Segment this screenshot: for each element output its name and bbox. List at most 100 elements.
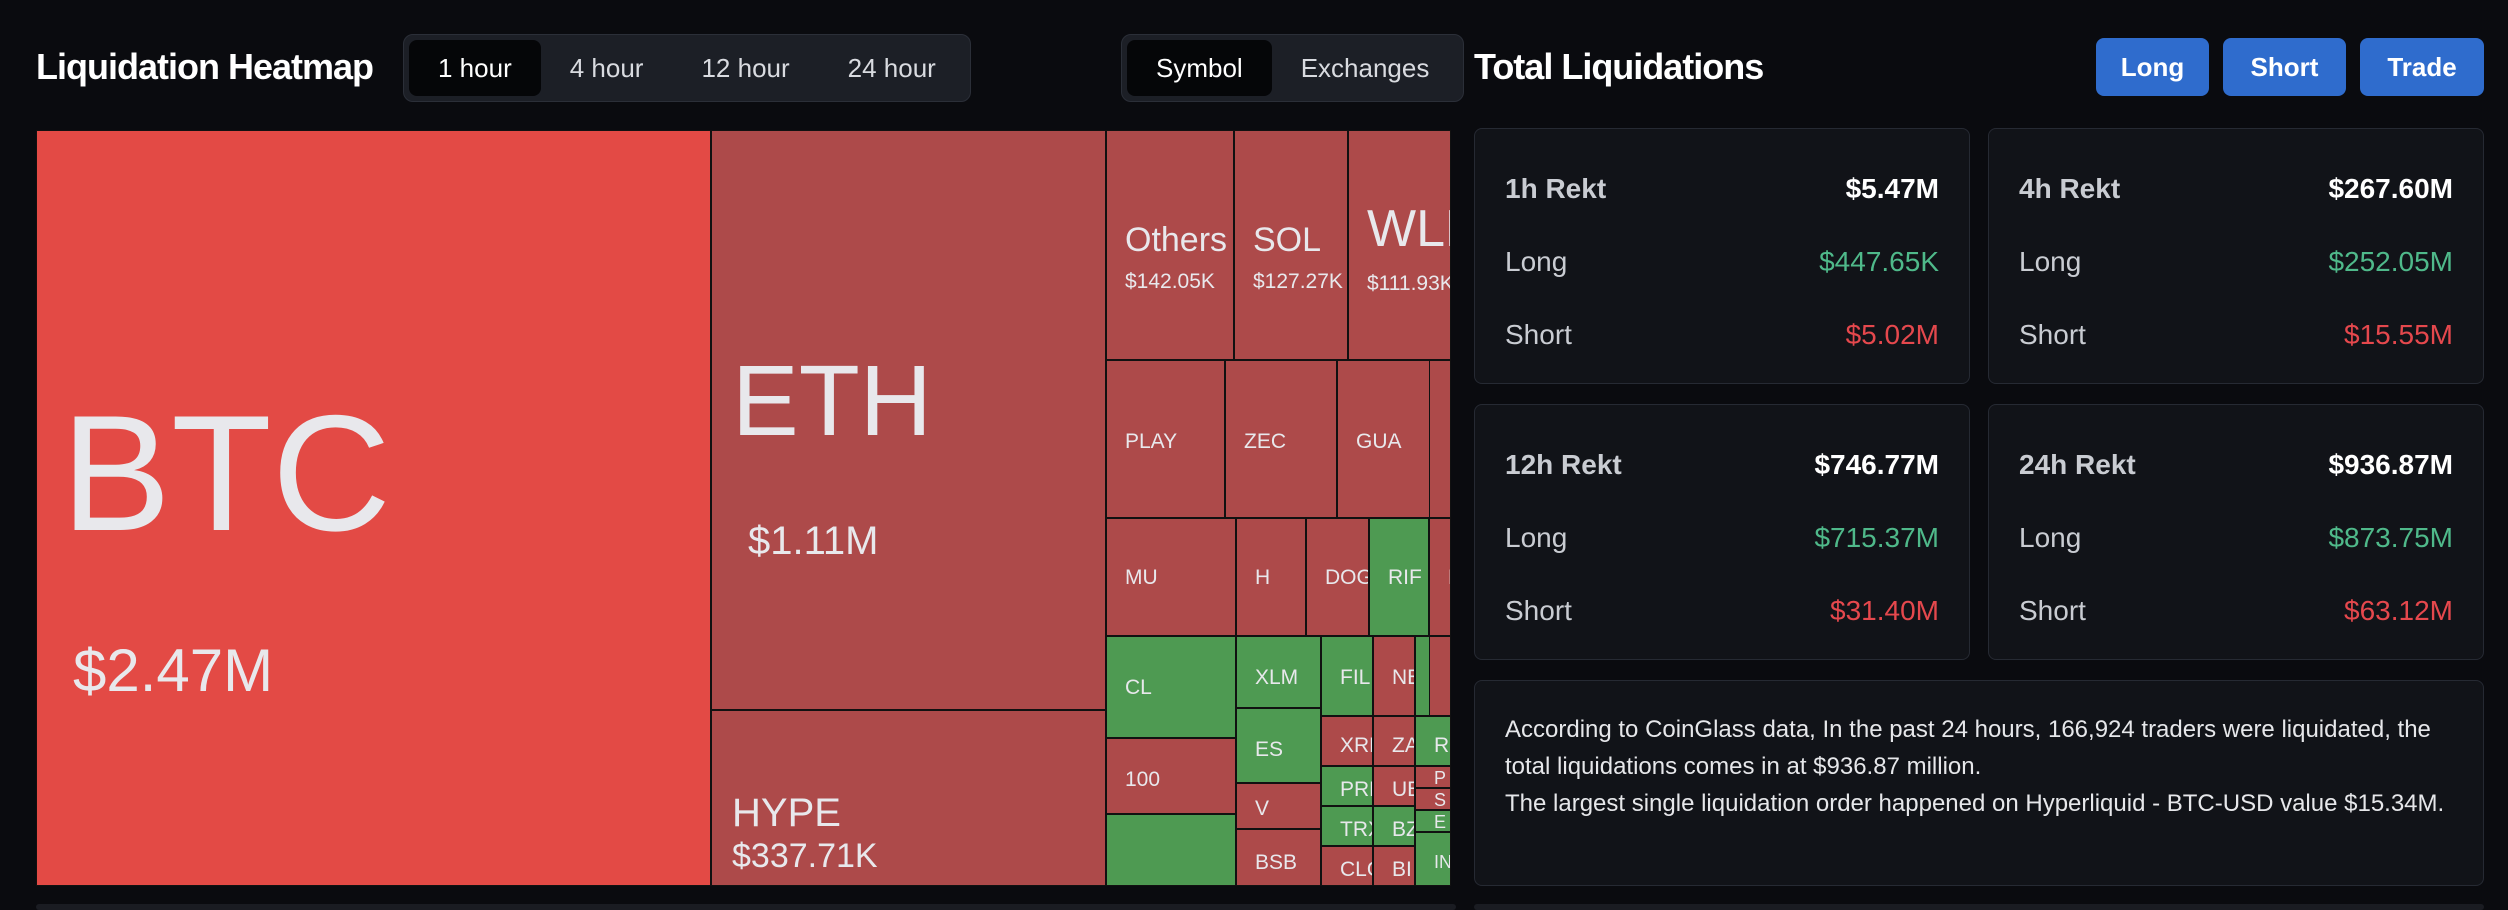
time-option-1h[interactable]: 1 hour xyxy=(409,40,541,96)
heatmap-scroll-edge xyxy=(36,904,1456,910)
heatmap-cell-prl[interactable]: PRL xyxy=(1321,766,1373,806)
heatmap-cell-symbol: XLM xyxy=(1255,666,1299,689)
rekt-short-value: $63.12M xyxy=(2344,595,2453,626)
heatmap-cell-others[interactable]: Others $142.05K xyxy=(1106,130,1234,360)
heatmap-cell[interactable] xyxy=(1106,814,1236,886)
heatmap-cell-value: $142.05K xyxy=(1125,270,1215,293)
heatmap-cell-play[interactable]: PLAY xyxy=(1106,360,1225,518)
short-button[interactable]: Short xyxy=(2223,38,2346,96)
heatmap-cell-cl[interactable]: CL xyxy=(1106,636,1236,738)
heatmap-cell-symbol: R xyxy=(1434,734,1450,757)
rekt-card-4h: 4h Rekt $267.60M Long $252.05M Short $15.55M xyxy=(1988,128,2484,384)
rekt-long-value: $715.37M xyxy=(1814,522,1939,553)
heatmap-cell-symbol: GUA xyxy=(1356,430,1402,453)
heatmap-cell-100[interactable]: 100 xyxy=(1106,738,1236,814)
heatmap-cell-zec[interactable]: ZEC xyxy=(1225,360,1337,518)
rekt-long-value: $873.75M xyxy=(2328,522,2453,553)
heatmap-cell-symbol: Others xyxy=(1125,221,1228,259)
rekt-long-value: $252.05M xyxy=(2328,246,2453,277)
heatmap-cell-s[interactable]: S xyxy=(1415,788,1451,810)
heatmap-cell-symbol: SOL xyxy=(1253,221,1322,259)
heatmap-cell-symbol: S xyxy=(1434,790,1447,810)
rekt-short-label: Short xyxy=(2019,595,2086,626)
heatmap-cell-clo[interactable]: CLO xyxy=(1321,846,1373,886)
heatmap-cell-value: $337.71K xyxy=(732,837,878,875)
rekt-card-12h: 12h Rekt $746.77M Long $715.37M Short $31.40M xyxy=(1474,404,1970,660)
summary-line-1: According to CoinGlass data, In the past… xyxy=(1505,716,2431,780)
heatmap-cell-rif[interactable]: RIF xyxy=(1369,518,1429,636)
heatmap-cell-symbol: P xyxy=(1434,768,1447,788)
heatmap-cell-symbol: DOGE xyxy=(1325,566,1368,589)
heatmap-cell-symbol: ES xyxy=(1255,738,1284,761)
rekt-total-row: 1h Rekt $5.47M xyxy=(1505,173,1939,205)
heatmap-cell[interactable] xyxy=(1429,360,1451,518)
total-liquidations-title: Total Liquidations xyxy=(1474,46,1764,87)
group-option-exchanges[interactable]: Exchanges xyxy=(1300,53,1430,83)
heatmap-cell-symbol: RIF xyxy=(1388,566,1422,589)
liquidation-heatmap: BTC $2.47M ETH $1.11M HYPE $337.71K Others $142… xyxy=(36,130,1456,886)
time-option-4h[interactable]: 4 hour xyxy=(569,53,644,83)
heatmap-cell-symbol: ETH xyxy=(732,345,932,457)
heatmap-cell-symbol: BTC xyxy=(61,381,391,565)
liquidation-summary: According to CoinGlass data, In the past… xyxy=(1474,680,2484,886)
heatmap-cell-symbol: ZEC xyxy=(1244,430,1286,453)
heatmap-cell-wld[interactable]: WLD $111.93K xyxy=(1348,130,1451,360)
heatmap-cell-bi[interactable]: BI xyxy=(1373,846,1415,886)
heatmap-cell-symbol: BSB xyxy=(1255,851,1298,874)
long-button[interactable]: Long xyxy=(2096,38,2209,96)
rekt-total-row: 12h Rekt $746.77M xyxy=(1505,449,1939,481)
heatmap-cell-eth[interactable]: ETH $1.11M xyxy=(711,130,1106,710)
heatmap-cell-symbol: BZ xyxy=(1392,818,1414,841)
heatmap-cell-symbol: MU xyxy=(1125,566,1158,589)
rekt-long-row: Long $252.05M xyxy=(2019,246,2453,278)
rekt-short-row: Short $15.55M xyxy=(2019,319,2453,351)
heatmap-cell-e[interactable]: E xyxy=(1415,810,1451,832)
heatmap-cell-btc[interactable]: BTC $2.47M xyxy=(36,130,711,886)
rekt-long-row: Long $447.65K xyxy=(1505,246,1939,278)
heatmap-cell-zama[interactable]: ZAMA xyxy=(1373,716,1415,766)
group-option-symbol[interactable]: Symbol xyxy=(1127,40,1272,96)
rekt-short-label: Short xyxy=(2019,319,2086,350)
time-range-selector: 1 hour 4 hour 12 hour 24 hour xyxy=(403,34,971,102)
heatmap-cell[interactable] xyxy=(1429,636,1451,716)
heatmap-cell-r[interactable]: R xyxy=(1415,716,1451,766)
heatmap-cell-es[interactable]: ES xyxy=(1236,708,1321,783)
heatmap-cell-sol[interactable]: SOL $127.27K xyxy=(1234,130,1348,360)
heatmap-cell-symbol: WLD xyxy=(1367,200,1450,258)
rekt-long-label: Long xyxy=(2019,246,2082,277)
heatmap-cell-p[interactable]: P xyxy=(1415,766,1451,788)
heatmap-cell-trx[interactable]: TRX xyxy=(1321,806,1373,846)
heatmap-cell-symbol: E xyxy=(1434,812,1447,832)
heatmap-cell-v[interactable]: V xyxy=(1236,783,1321,829)
heatmap-cell-value: $1.11M xyxy=(748,519,879,563)
heatmap-cell-xlm[interactable]: XLM xyxy=(1236,636,1321,708)
heatmap-cell-fil[interactable]: FIL xyxy=(1321,636,1373,716)
heatmap-cell-doge[interactable]: DOGE xyxy=(1306,518,1369,636)
heatmap-cell-in[interactable]: IN xyxy=(1415,832,1451,886)
heatmap-cell-symbol: HYPE xyxy=(732,791,841,835)
heatmap-cell-bsb[interactable]: BSB xyxy=(1236,829,1321,886)
trade-button[interactable]: Trade xyxy=(2360,38,2484,96)
heatmap-cell-hype[interactable]: HYPE $337.71K xyxy=(711,710,1106,886)
time-option-24h[interactable]: 24 hour xyxy=(847,53,936,83)
heatmap-cell-ub[interactable]: UB xyxy=(1373,766,1415,806)
heatmap-cell-e[interactable]: E xyxy=(1429,518,1451,636)
heatmap-cell-symbol: XRP xyxy=(1340,734,1372,757)
heatmap-cell-symbol: PLAY xyxy=(1125,430,1178,453)
heatmap-cell-value: $127.27K xyxy=(1253,270,1343,293)
rekt-long-label: Long xyxy=(1505,522,1568,553)
rekt-card-1h: 1h Rekt $5.47M Long $447.65K Short $5.02M xyxy=(1474,128,1970,384)
heatmap-cell-gua[interactable]: GUA xyxy=(1337,360,1444,518)
heatmap-cell-symbol: BI xyxy=(1392,858,1412,881)
time-option-12h[interactable]: 12 hour xyxy=(701,53,790,83)
rekt-long-value: $447.65K xyxy=(1819,246,1939,277)
heatmap-cell-h[interactable]: H xyxy=(1236,518,1306,636)
rekt-long-label: Long xyxy=(2019,522,2082,553)
heatmap-cell-bz[interactable]: BZ xyxy=(1373,806,1415,846)
heatmap-cell-xrp[interactable]: XRP xyxy=(1321,716,1373,766)
rekt-short-value: $31.40M xyxy=(1830,595,1939,626)
heatmap-cell-mu[interactable]: MU xyxy=(1106,518,1236,636)
heatmap-cell-near[interactable]: NEAR xyxy=(1373,636,1415,716)
heatmap-cell-symbol: H xyxy=(1255,566,1271,589)
rekt-total-label: 12h Rekt xyxy=(1505,449,1622,480)
